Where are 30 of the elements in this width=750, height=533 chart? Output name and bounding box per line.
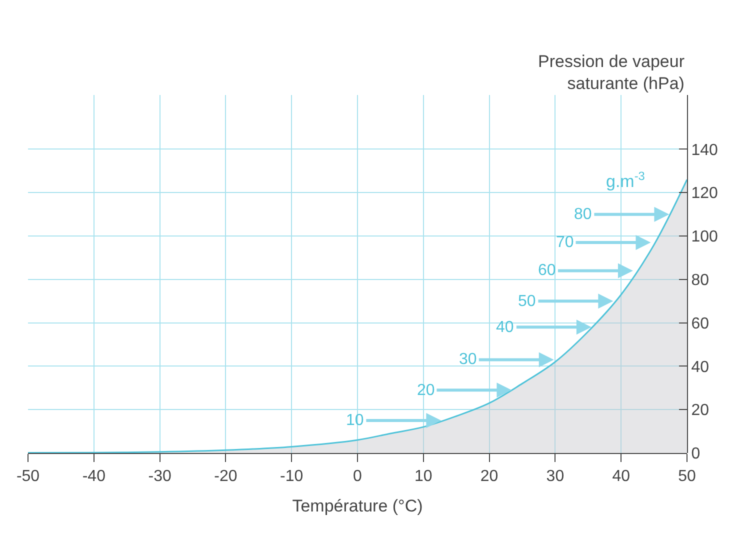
x-tick-label: -40 — [82, 468, 106, 486]
x-tick-label: -30 — [148, 468, 172, 486]
y-tick-label: 40 — [691, 358, 710, 376]
y-tick-label: 140 — [691, 142, 718, 159]
x-tick-label: 20 — [480, 468, 498, 486]
x-tick-label: -10 — [280, 468, 304, 486]
x-tick-label: 10 — [414, 468, 432, 486]
x-tick-label: 0 — [353, 468, 362, 486]
x-tick-label: 50 — [678, 468, 696, 486]
y-axis-title: Pression de vapeur saturante (hPa) — [538, 52, 685, 94]
annotation: 40 — [496, 319, 514, 336]
x-tick-label: 30 — [546, 468, 564, 486]
x-tick-label: -50 — [16, 468, 40, 486]
y-tick-label: 120 — [691, 185, 718, 202]
y-tick-label: 100 — [691, 228, 718, 246]
annotation: 50 — [518, 293, 536, 310]
x-tick-label: -20 — [214, 468, 238, 486]
annotation: 60 — [538, 262, 556, 279]
annotation: 80 — [574, 206, 592, 223]
x-axis-title: Température (°C) — [292, 496, 423, 516]
annotation: 10 — [346, 412, 364, 429]
y-tick-label: 60 — [691, 315, 710, 332]
annotation: g.m$^{-3}$ — [606, 169, 646, 192]
y-tick-label: 20 — [691, 402, 710, 420]
annotation: 20 — [417, 382, 435, 399]
annotation: 70 — [556, 234, 574, 251]
x-tick-label: 40 — [612, 468, 630, 486]
y-tick-label: 0 — [691, 446, 700, 463]
y-tick-label: 80 — [691, 272, 710, 290]
annotation: 30 — [459, 351, 477, 368]
